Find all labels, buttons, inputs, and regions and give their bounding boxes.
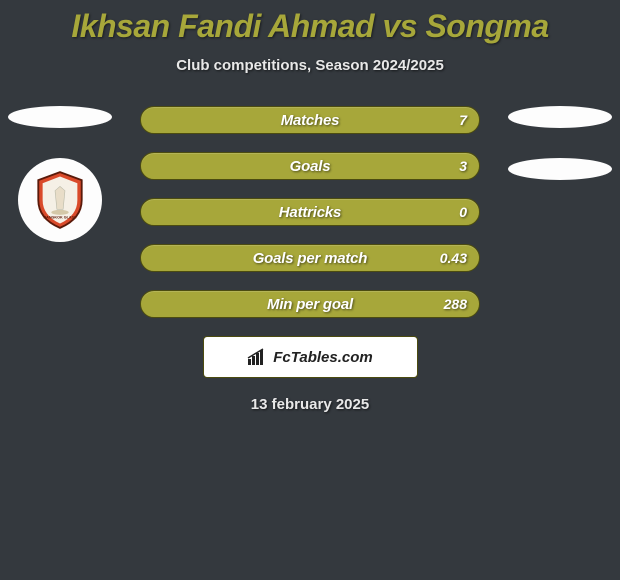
shield-icon: BANGKOK GLASS	[29, 169, 91, 231]
stat-row-matches: Matches 7	[140, 106, 480, 134]
stat-label: Min per goal	[267, 296, 353, 313]
page-title: Ikhsan Fandi Ahmad vs Songma	[0, 0, 620, 45]
svg-text:BANGKOK GLASS: BANGKOK GLASS	[43, 216, 77, 220]
bar-chart-icon	[247, 348, 269, 366]
stat-value-right: 0.43	[440, 250, 467, 266]
stat-row-hattricks: Hattricks 0	[140, 198, 480, 226]
brand-box[interactable]: FcTables.com	[203, 336, 418, 378]
player-badge-left	[8, 106, 112, 128]
stat-value-right: 0	[459, 204, 467, 220]
stat-rows: Matches 7 Goals 3 Hattricks 0 Goals per …	[140, 106, 480, 318]
stat-label: Goals per match	[253, 250, 368, 267]
comparison-content: BANGKOK GLASS Matches 7 Goals 3 Hattrick…	[0, 106, 620, 413]
date-text: 13 february 2025	[0, 396, 620, 413]
brand-text: FcTables.com	[273, 349, 372, 366]
stat-row-min-per-goal: Min per goal 288	[140, 290, 480, 318]
stat-label: Goals	[290, 158, 331, 175]
club-logo: BANGKOK GLASS	[18, 158, 102, 242]
stat-value-right: 7	[459, 112, 467, 128]
stat-value-right: 288	[444, 296, 467, 312]
stat-row-goals-per-match: Goals per match 0.43	[140, 244, 480, 272]
stat-row-goals: Goals 3	[140, 152, 480, 180]
player-badge-right-2	[508, 158, 612, 180]
stat-label: Hattricks	[279, 204, 341, 221]
player-badge-right-1	[508, 106, 612, 128]
stat-value-right: 3	[459, 158, 467, 174]
page-subtitle: Club competitions, Season 2024/2025	[0, 57, 620, 74]
stat-label: Matches	[281, 112, 340, 129]
